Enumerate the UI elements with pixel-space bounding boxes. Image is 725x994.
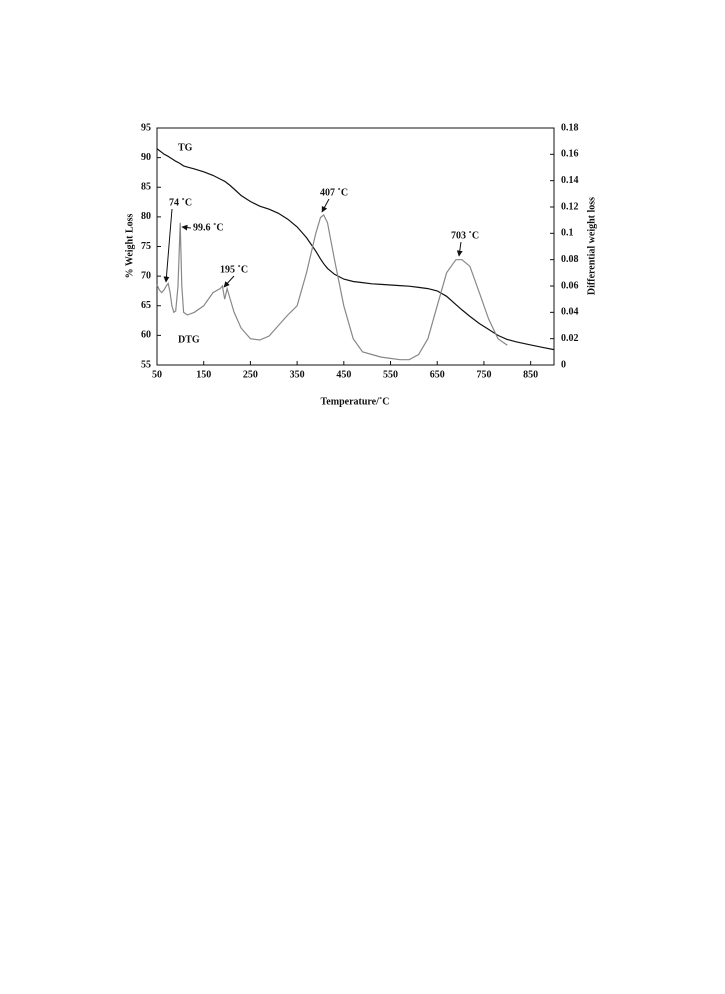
- y-tick-label: 65: [141, 300, 151, 311]
- y2-tick-label: 0.18: [561, 122, 579, 133]
- x-tick-label: 250: [243, 369, 258, 380]
- y-tick-label: 90: [141, 152, 151, 163]
- plot-frame: [156, 127, 555, 366]
- y2-tick-label: 0.06: [561, 280, 579, 291]
- annotation-arrow: [321, 198, 330, 213]
- x-tick-label: 650: [430, 369, 445, 380]
- y-tick-label: 80: [141, 211, 151, 222]
- annotation: 195 ˚C: [220, 264, 248, 275]
- y-tick-label: 70: [141, 270, 151, 281]
- annotation-arrow: [456, 241, 463, 257]
- x-tick-label: 150: [196, 369, 211, 380]
- series-label: DTG: [178, 334, 200, 345]
- series-line: [156, 213, 508, 361]
- x-tick-label: 450: [336, 369, 351, 380]
- y-tick-label: 85: [141, 182, 151, 193]
- x-tick-label: 850: [523, 369, 538, 380]
- y-tick-label: 55: [141, 359, 151, 370]
- annotation: 407 ˚C: [320, 187, 348, 198]
- x-tick-label: 350: [290, 369, 305, 380]
- y2-tick-label: 0.08: [561, 254, 579, 265]
- x-tick-label: 750: [476, 369, 491, 380]
- series-label: TG: [178, 142, 193, 153]
- y2-tick-label: 0.1: [561, 228, 574, 239]
- annotation: 74 ˚C: [169, 197, 192, 208]
- annotation: 99.6 ˚C: [193, 222, 224, 233]
- annotation-arrow: [223, 275, 235, 288]
- y-axis-title: % Weight Loss: [124, 213, 135, 278]
- x-tick-label: 550: [383, 369, 398, 380]
- annotation-arrow: [163, 208, 173, 283]
- y2-axis-title: Differential weight loss: [586, 197, 597, 295]
- y2-tick-label: 0.14: [561, 175, 579, 186]
- y2-tick-label: 0.04: [561, 307, 579, 318]
- x-tick-label: 50: [152, 369, 162, 380]
- annotation: 703 ˚C: [451, 230, 479, 241]
- y2-tick-label: 0: [561, 359, 566, 370]
- x-axis-title: Temperature/˚C: [321, 396, 390, 407]
- annotation-arrow: [181, 224, 192, 231]
- y-tick-label: 95: [141, 122, 151, 133]
- y2-tick-label: 0.02: [561, 333, 579, 344]
- y-tick-label: 75: [141, 241, 151, 252]
- y2-tick-label: 0.16: [561, 149, 579, 160]
- series-line: [156, 148, 555, 351]
- y2-tick-label: 0.12: [561, 201, 579, 212]
- y-tick-label: 60: [141, 330, 151, 341]
